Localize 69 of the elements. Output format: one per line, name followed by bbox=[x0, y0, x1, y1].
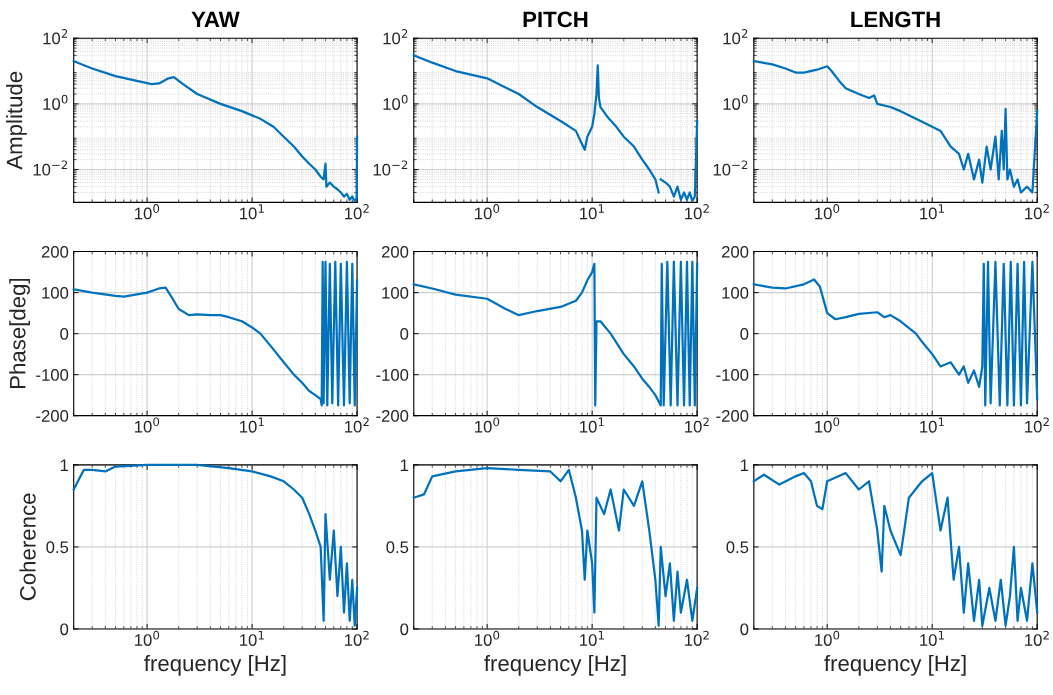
x-tick-label: 10$^{1}$ bbox=[920, 204, 944, 220]
chart-title: YAW bbox=[191, 11, 240, 28]
y-tick-label: 0 bbox=[60, 623, 69, 636]
y-tick-label: 0 bbox=[740, 623, 749, 636]
x-tick-label: 10$^{0}$ bbox=[815, 417, 840, 433]
y-tick-label: 10$^{−2}$ bbox=[373, 160, 408, 176]
x-tick-label: 10$^{1}$ bbox=[240, 630, 264, 646]
x-tick-label: 10$^{0}$ bbox=[475, 630, 500, 646]
y-tick-label: 10$^{2}$ bbox=[43, 29, 68, 45]
y-tick-label: 0 bbox=[400, 328, 409, 340]
y-tick-label: 10$^{−2}$ bbox=[33, 160, 68, 176]
y-tick-label: 10$^{0}$ bbox=[723, 94, 748, 110]
x-axis-title: frequency [Hz] bbox=[484, 654, 626, 676]
x-tick-label: 10$^{2}$ bbox=[1025, 630, 1049, 646]
x-tick-label: 10$^{0}$ bbox=[135, 630, 160, 646]
y-tick-label: -100 bbox=[376, 369, 409, 381]
y-tick-label: 1 bbox=[60, 459, 69, 471]
y-tick-label: 0 bbox=[740, 328, 749, 340]
y-tick-label: 0 bbox=[400, 623, 409, 636]
y-tick-label: 0.5 bbox=[726, 541, 749, 554]
x-tick-label: 10$^{1}$ bbox=[920, 630, 944, 646]
y-tick-label: 10$^{0}$ bbox=[43, 94, 68, 110]
y-tick-label: -200 bbox=[716, 410, 749, 422]
x-tick-label: 10$^{1}$ bbox=[240, 204, 264, 220]
y-tick-label: -100 bbox=[716, 369, 749, 381]
y-tick-label: 200 bbox=[722, 245, 749, 258]
y-tick-label: 1 bbox=[740, 459, 749, 471]
y-axis-title: Amplitude bbox=[6, 71, 27, 170]
y-tick-label: -200 bbox=[376, 410, 409, 422]
chart-title: PITCH bbox=[523, 11, 588, 28]
x-tick-label: 10$^{2}$ bbox=[345, 630, 369, 646]
x-tick-label: 10$^{2}$ bbox=[685, 204, 709, 220]
y-tick-label: 10$^{−2}$ bbox=[713, 160, 748, 176]
x-tick-label: 10$^{1}$ bbox=[580, 204, 604, 220]
x-tick-label: 10$^{1}$ bbox=[920, 417, 944, 433]
y-tick-label: 100 bbox=[42, 286, 69, 299]
x-tick-label: 10$^{0}$ bbox=[475, 204, 500, 220]
y-tick-label: 100 bbox=[722, 286, 749, 299]
y-tick-label: 1 bbox=[400, 459, 409, 471]
x-tick-label: 10$^{0}$ bbox=[135, 417, 160, 433]
x-tick-label: 10$^{0}$ bbox=[815, 630, 840, 646]
x-tick-label: 10$^{0}$ bbox=[815, 204, 840, 220]
x-tick-label: 10$^{1}$ bbox=[240, 417, 264, 433]
x-tick-label: 10$^{1}$ bbox=[580, 630, 604, 646]
x-tick-label: 10$^{0}$ bbox=[475, 417, 500, 433]
x-tick-label: 10$^{2}$ bbox=[1025, 417, 1049, 433]
y-tick-label: -100 bbox=[36, 369, 69, 381]
x-tick-label: 10$^{2}$ bbox=[345, 204, 369, 220]
y-tick-label: 10$^{2}$ bbox=[383, 29, 408, 45]
x-axis-title: frequency [Hz] bbox=[824, 654, 966, 676]
y-tick-label: 100 bbox=[382, 286, 409, 299]
y-tick-label: 0 bbox=[60, 328, 69, 340]
y-tick-label: 200 bbox=[41, 245, 69, 258]
x-tick-label: 10$^{2}$ bbox=[1025, 204, 1049, 220]
y-tick-label: 0.5 bbox=[46, 541, 69, 554]
x-tick-label: 10$^{1}$ bbox=[580, 417, 604, 433]
y-tick-label: 10$^{2}$ bbox=[723, 29, 748, 45]
y-tick-label: 200 bbox=[381, 245, 409, 258]
y-tick-label: 10$^{0}$ bbox=[383, 94, 408, 110]
y-axis-title: Phase[deg] bbox=[9, 278, 30, 388]
chart-title: LENGTH bbox=[851, 11, 940, 28]
x-tick-label: 10$^{2}$ bbox=[345, 417, 369, 433]
y-tick-label: -200 bbox=[36, 410, 69, 422]
y-tick-label: 0.5 bbox=[386, 541, 409, 554]
y-axis-title: Coherence bbox=[19, 493, 36, 601]
x-tick-label: 10$^{0}$ bbox=[135, 204, 160, 220]
x-axis-title: frequency [Hz] bbox=[144, 654, 286, 676]
x-tick-label: 10$^{2}$ bbox=[685, 630, 709, 646]
x-tick-label: 10$^{2}$ bbox=[685, 417, 709, 433]
